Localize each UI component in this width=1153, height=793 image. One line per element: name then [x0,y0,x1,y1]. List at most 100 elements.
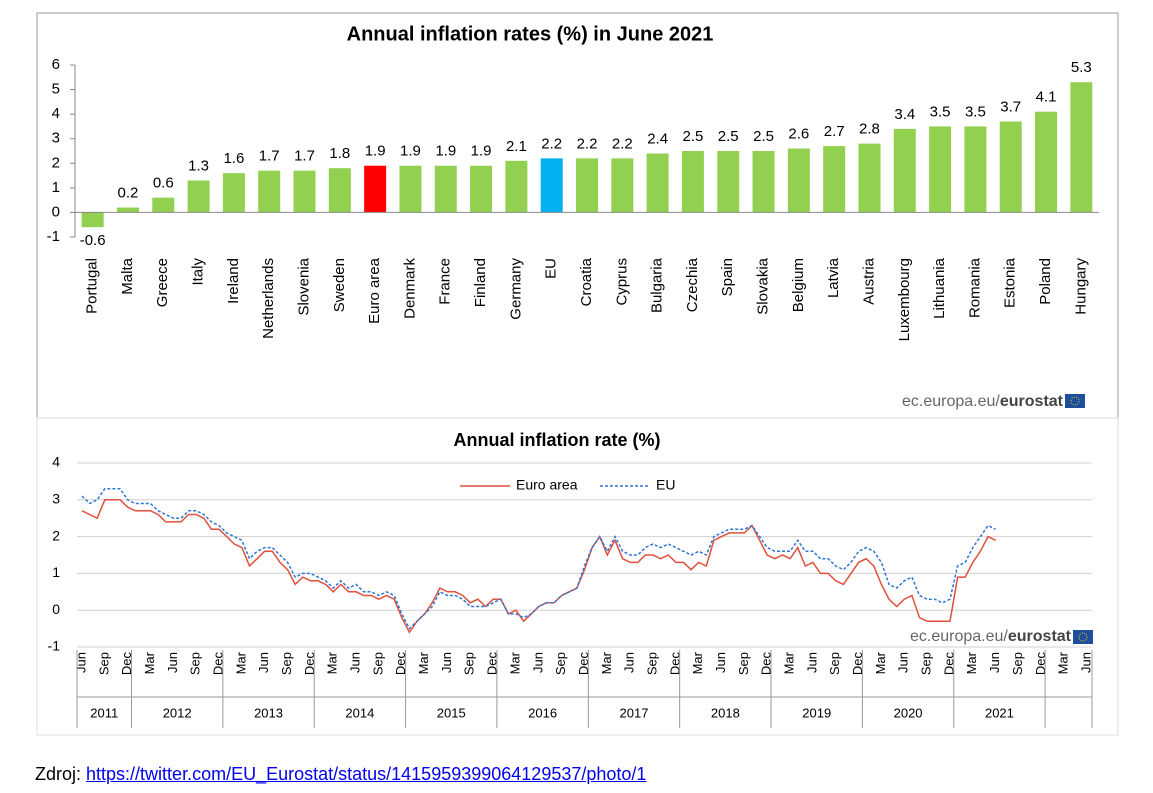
x-tick-label: Mar [1056,651,1071,674]
bar [752,151,775,213]
x-tick-label: Dec [576,652,591,676]
x-tick-label: Euro area [366,257,383,324]
x-tick-label: Sep [279,652,294,675]
x-tick-label: Jun [73,652,88,673]
value-label: 5.3 [1071,59,1092,76]
y-tick-label: 6 [52,56,60,73]
bar [823,146,846,213]
x-tick-label: Jun [713,652,728,673]
y-tick-label: 3 [52,491,60,507]
y-tick-label: 5 [52,81,60,98]
x-tick-label: Poland [1037,258,1054,305]
x-tick-label: Estonia [1002,257,1019,308]
bar [293,170,316,213]
value-label: 3.4 [894,106,915,123]
bar-frame [36,12,1119,419]
value-label: 3.7 [1000,98,1021,115]
bar [505,160,528,213]
x-tick-label: Slovakia [755,257,772,314]
bar [399,165,422,213]
x-tick-label: Cyprus [613,258,630,306]
bar [611,158,634,213]
x-tick-label: Latvia [825,257,842,298]
x-tick-label: Bulgaria [649,257,666,313]
legend-label: EU [656,477,675,493]
x-tick-label: Mar [142,651,157,674]
year-label: 2020 [894,705,923,720]
x-tick-label: EU [543,258,560,279]
value-label: 1.9 [400,143,421,160]
credit-domain: ec.europa.eu/ [902,393,1000,410]
x-tick-label: Malta [119,257,136,294]
x-tick-label: Dec [210,652,225,676]
y-tick-label: 1 [52,564,60,580]
value-label: 2.1 [506,138,527,155]
value-label: 3.5 [930,103,951,120]
credit: ec.europa.eu/eurostat [902,393,1064,410]
bar [152,197,175,213]
x-tick-label: Jun [622,652,637,673]
x-tick-label: Sep [827,652,842,675]
x-tick-label: Jun [1078,652,1093,673]
y-tick-label: 1 [52,179,60,196]
bar [787,148,810,213]
x-tick-label: Dec [119,652,134,676]
y-tick-label: 2 [52,154,60,171]
value-label: 1.6 [223,150,244,167]
x-tick-label: Mar [507,651,522,674]
bar [364,165,387,213]
y-tick-label: -1 [48,638,61,654]
x-tick-label: Belgium [790,258,807,312]
source-link[interactable]: https://twitter.com/EU_Eurostat/status/1… [86,764,647,784]
x-tick-label: Dec [759,652,774,676]
x-tick-label: Dec [850,652,865,676]
bar [187,180,210,213]
eu-flag [1073,630,1093,644]
x-tick-label: Mar [873,651,888,674]
value-label: 2.7 [824,123,845,140]
bar [434,165,457,213]
credit: ec.europa.eu/eurostat [910,628,1072,645]
eu-flag [1065,394,1085,408]
x-tick-label: Dec [1033,652,1048,676]
x-tick-label: Germany [507,258,524,320]
y-tick-label: 0 [52,601,60,617]
x-tick-label: Mar [325,651,340,674]
bar [929,126,952,213]
x-tick-label: Luxembourg [896,258,913,341]
credit-brand: eurostat [1008,628,1072,645]
bar [470,165,493,213]
y-tick-label: 2 [52,527,60,543]
bar [540,158,563,213]
x-tick-label: Italy [190,258,207,286]
bar [1035,111,1058,213]
bar [258,170,281,213]
x-tick-label: Dec [485,652,500,676]
x-tick-label: Jun [256,652,271,673]
value-label: 2.4 [647,130,668,147]
bar [893,128,916,213]
x-tick-label: Sep [644,652,659,675]
line-frame [36,417,1119,736]
bar [717,151,740,213]
value-label: 2.2 [612,135,633,152]
year-label: 2021 [985,705,1014,720]
series-line [81,488,996,630]
x-tick-label: Jun [987,652,1002,673]
x-tick-label: Jun [439,652,454,673]
value-label: 2.5 [683,128,704,145]
x-tick-label: Sep [96,652,111,675]
year-label: 2017 [620,705,649,720]
value-label: 1.9 [365,143,386,160]
x-tick-label: Finland [472,258,489,307]
chart-title: Annual inflation rate (%) [454,430,661,450]
x-tick-label: Mar [690,651,705,674]
bar [681,151,704,213]
value-label: 1.8 [329,145,350,162]
x-tick-label: Sep [462,652,477,675]
x-tick-label: Slovenia [295,257,312,315]
year-label: 2015 [437,705,466,720]
value-label: 3.5 [965,103,986,120]
x-tick-label: Sep [370,652,385,675]
